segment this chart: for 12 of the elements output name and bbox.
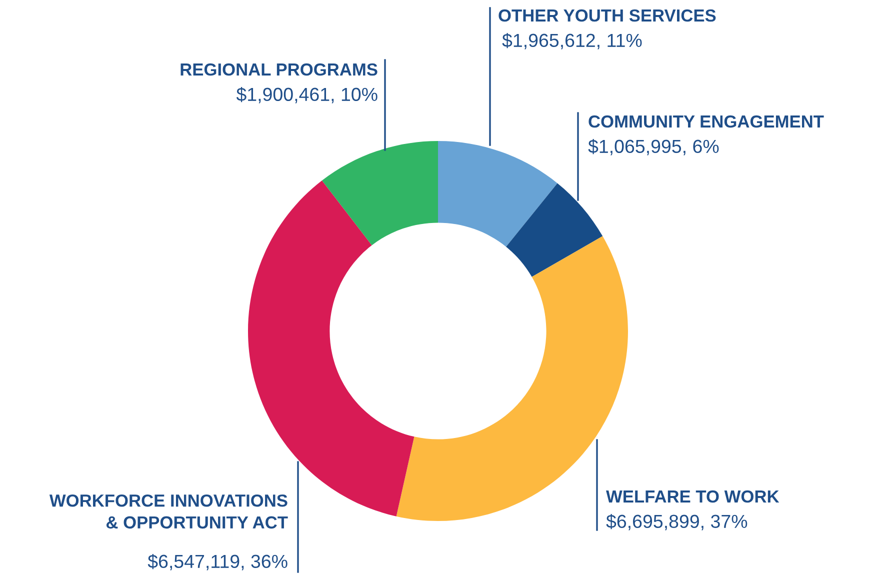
slice-label: COMMUNITY ENGAGEMENT [588, 115, 824, 128]
slice-label: WORKFORCE INNOVATIONS & OPPORTUNITY ACT [49, 494, 288, 529]
data-label: $1,900,461, 10% [236, 86, 378, 104]
slice-label: OTHER YOUTH SERVICES [498, 9, 716, 22]
donut-slice [322, 141, 438, 246]
data-label: $1,065,995, 6% [588, 138, 719, 156]
data-label: $6,547,119, 36% [148, 554, 288, 570]
slice-label: REGIONAL PROGRAMS [180, 63, 378, 76]
data-label: $6,695,899, 37% [606, 514, 748, 530]
data-label: $1,965,612, 11% [502, 32, 642, 50]
slice-label: WELFARE TO WORK [606, 490, 780, 503]
donut-slice [438, 141, 558, 247]
